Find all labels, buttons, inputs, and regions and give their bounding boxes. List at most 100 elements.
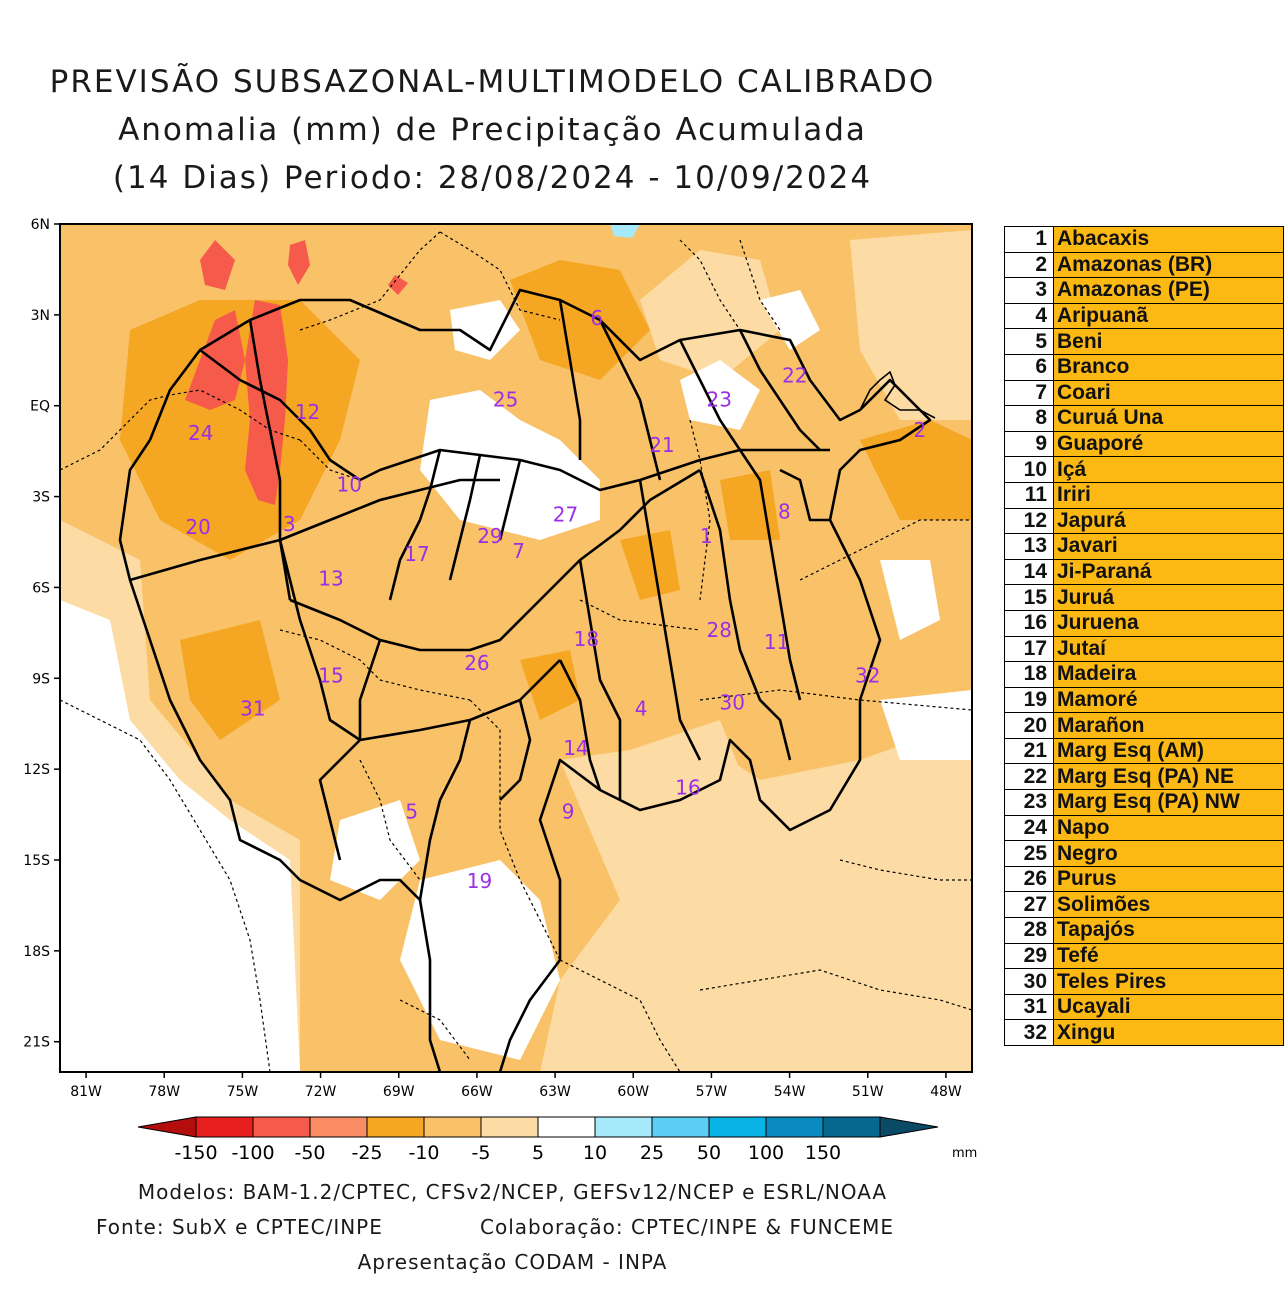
lon-tick-label: 60W [617,1084,649,1100]
basin-label-21: 21 [649,433,674,457]
basin-name: Ji-Paraná [1053,558,1284,586]
basin-name: Mamoré [1053,686,1284,714]
basin-number: 2 [1004,251,1054,279]
colorbar-label: 5 [532,1142,544,1164]
basin-name: Solimões [1053,891,1284,919]
colorbar-extend-low [137,1116,197,1138]
basin-name: Javari [1053,533,1284,560]
lon-tick-label: 48W [930,1084,962,1100]
basin-label-16: 16 [675,775,700,799]
map-title-line-3: (14 Dias) Periodo: 28/08/2024 - 10/09/20… [112,160,873,196]
colorbar-label: 50 [697,1142,721,1164]
basin-name: Tefé [1053,942,1284,970]
basin-label-22: 22 [782,363,807,387]
colorbar-bin [309,1116,368,1138]
basin-name: Madeira [1053,661,1284,688]
basin-number: 30 [1004,968,1054,995]
colorbar-bin [708,1116,767,1138]
colorbar-extend-high [879,1116,939,1138]
basin-number: 1 [1004,226,1054,253]
basin-row: 1 Abacaxis [1004,226,1284,253]
basin-label-28: 28 [707,618,732,642]
basin-name: Içá [1053,456,1284,483]
colorbar-label: -100 [231,1142,274,1164]
basin-label-31: 31 [240,697,265,721]
basin-row: 24 Napo [1004,814,1284,842]
colorbar-bin [765,1116,824,1138]
basin-number-labels: 1234567891011121314151617181920212223242… [185,306,926,893]
basin-name: Marañon [1053,712,1284,739]
lon-tick-label: 78W [148,1084,180,1100]
map-frame [59,223,973,1073]
basin-number: 15 [1004,584,1054,611]
basin-label-29: 29 [477,524,502,548]
map-title-line-1: PREVISÃO SUBSAZONAL-MULTIMODELO CALIBRAD… [49,64,936,100]
lon-tick-label: 57W [696,1084,728,1100]
basin-name: Abacaxis [1053,226,1284,253]
basin-name: Jutaí [1053,635,1284,663]
basin-row: 16 Juruena [1004,609,1284,637]
basin-label-17: 17 [404,542,429,566]
lat-tick-label: 15S [23,853,50,869]
colorbar-bin [480,1116,539,1138]
basin-number: 26 [1004,865,1054,893]
basin-number: 12 [1004,507,1054,535]
basin-legend-table: 1 Abacaxis 2 Amazonas (BR) 3 Amazonas (PE) 4 Ar… [1004,226,1284,1046]
basin-row: 5 Beni [1004,328,1284,355]
basin-label-7: 7 [512,539,525,563]
basin-label-18: 18 [574,627,599,651]
basin-label-2: 2 [914,418,927,442]
basin-row: 19 Mamoré [1004,686,1284,714]
basin-row: 7 Coari [1004,379,1284,407]
basin-name: Ucayali [1053,993,1284,1021]
basin-number: 32 [1004,1019,1054,1046]
basin-number: 14 [1004,558,1054,586]
footer-source: Fonte: SubX e CPTEC/INPE [96,1215,383,1239]
basin-label-23: 23 [707,388,732,412]
basin-label-13: 13 [318,566,343,590]
basin-number: 9 [1004,430,1054,458]
basin-number: 24 [1004,814,1054,842]
colorbar-unit: mm [952,1146,977,1161]
basin-number: 21 [1004,737,1054,765]
basin-name: Purus [1053,865,1284,893]
basin-label-12: 12 [295,400,320,424]
colorbar-label: -10 [408,1142,439,1164]
basin-row: 13 Javari [1004,533,1284,560]
lon-tick-label: 51W [852,1084,884,1100]
basin-name: Napo [1053,814,1284,842]
lat-tick-label: EQ [30,399,50,415]
basin-number: 16 [1004,609,1054,637]
basin-label-9: 9 [562,800,575,824]
basin-row: 29 Tefé [1004,942,1284,970]
basin-number: 10 [1004,456,1054,483]
lon-tick-label: 66W [461,1084,493,1100]
basin-row: 6 Branco [1004,353,1284,381]
basin-label-4: 4 [635,697,648,721]
basin-row: 18 Madeira [1004,661,1284,688]
colorbar-bin [651,1116,710,1138]
basin-name: Negro [1053,840,1284,867]
anomaly-field [60,224,972,1072]
colorbar-bin [423,1116,482,1138]
lon-tick-label: 54W [774,1084,806,1100]
colorbar-bin [366,1116,425,1138]
basin-row: 14 Ji-Paraná [1004,558,1284,586]
colorbar-bin [252,1116,311,1138]
lon-tick-label: 69W [383,1084,415,1100]
lat-tick-label: 6N [31,217,50,233]
colorbar: -150 -100 -50 -25 -10 -5 5 10 25 50 100 150 mm [137,1116,977,1164]
basin-name: Aripuanã [1053,302,1284,330]
basin-row: 21 Marg Esq (AM) [1004,737,1284,765]
basin-label-10: 10 [337,472,362,496]
colorbar-label: -25 [351,1142,382,1164]
basin-number: 27 [1004,891,1054,919]
basin-name: Coari [1053,379,1284,407]
basin-row: 31 Ucayali [1004,993,1284,1021]
basin-number: 31 [1004,993,1054,1021]
basin-number: 20 [1004,712,1054,739]
basin-row: 15 Juruá [1004,584,1284,611]
colorbar-label: -5 [472,1142,491,1164]
basin-name: Japurá [1053,507,1284,535]
basin-row: 3 Amazonas (PE) [1004,277,1284,304]
